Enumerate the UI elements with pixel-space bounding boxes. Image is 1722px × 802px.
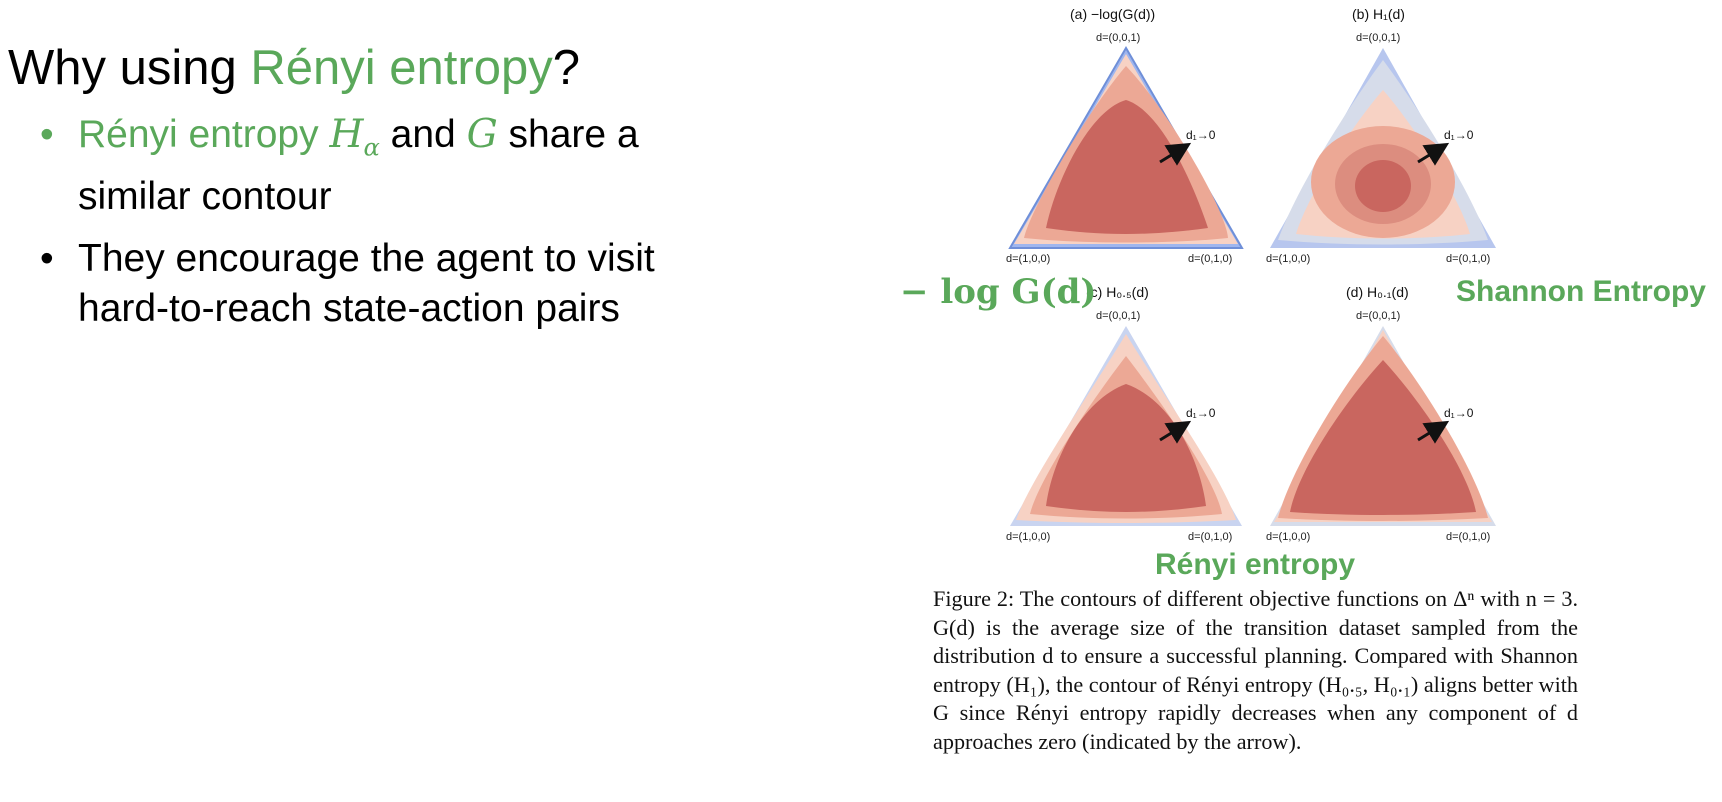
panel-c-contour: [1010, 326, 1242, 526]
panel-c-arrow: [1159, 420, 1192, 444]
bullet-list: • Rényi entropy Hα and G share a similar…: [40, 110, 655, 346]
bullet-line1: They encourage the agent to visit: [78, 237, 655, 281]
bullet-highlight: Rényi entropy: [78, 113, 330, 156]
shannon-entropy-label: Shannon Entropy: [1456, 275, 1706, 308]
panel-c-left-vertex: d=(1,0,0): [1006, 531, 1051, 543]
panel-b-left-vertex: d=(1,0,0): [1266, 253, 1311, 265]
panel-d-left-vertex: d=(1,0,0): [1266, 531, 1311, 543]
title-prefix: Why using: [8, 41, 251, 95]
panel-c-right-vertex: d=(0,1,0): [1188, 531, 1233, 543]
panel-c-arrow-label: d₁→0: [1186, 406, 1216, 420]
panel-d-top-vertex: d=(0,0,1): [1356, 310, 1401, 322]
slide-title: Why using Rényi entropy?: [8, 38, 580, 98]
panel-a-contour: [1008, 46, 1244, 249]
panel-a-left-vertex: d=(1,0,0): [1006, 253, 1051, 265]
panel-b-right-vertex: d=(0,1,0): [1446, 253, 1491, 265]
panel-b-arrow-label: d₁→0: [1444, 128, 1474, 142]
panel-b-contour: [1270, 48, 1496, 248]
neg-log-g-label: − log G(d): [900, 272, 1097, 312]
panel-c-title: (c) H₀.₅(d): [1086, 284, 1149, 300]
math-h-alpha: Hα: [329, 112, 379, 161]
bullet-item: • Rényi entropy Hα and G share a similar…: [40, 110, 655, 222]
bullet-line2: hard-to-reach state-action pairs: [78, 287, 620, 331]
bullet-mid-text: and: [379, 113, 467, 156]
bullet-marker: •: [40, 237, 54, 281]
panel-a-right-vertex: d=(0,1,0): [1188, 253, 1233, 265]
title-suffix: ?: [552, 41, 580, 95]
panel-d-right-vertex: d=(0,1,0): [1446, 531, 1491, 543]
panel-d-contour: [1270, 326, 1496, 526]
panel-c-top-vertex: d=(0,0,1): [1096, 310, 1141, 322]
panel-a-title: (a) −log(G(d)): [1070, 6, 1156, 22]
math-alpha: α: [363, 133, 380, 162]
panel-b-arrow: [1417, 142, 1450, 166]
panel-a-top-vertex: d=(0,0,1): [1096, 32, 1141, 44]
bullet-line2: similar contour: [78, 175, 332, 219]
panel-d-arrow-label: d₁→0: [1444, 406, 1474, 420]
title-highlight: Rényi entropy: [250, 41, 553, 95]
figure-caption: Figure 2: The contours of different obje…: [933, 586, 1578, 754]
panel-d-arrow: [1417, 420, 1450, 444]
math-g: G: [466, 112, 498, 157]
bullet-marker: •: [40, 113, 54, 156]
math-h: H: [329, 112, 364, 157]
panel-a-arrow: [1159, 142, 1192, 166]
panel-b-top-vertex: d=(0,0,1): [1356, 32, 1401, 44]
renyi-entropy-label: Rényi entropy: [1155, 548, 1356, 581]
panel-b-title: (b) H₁(d): [1352, 6, 1405, 22]
panel-a-arrow-label: d₁→0: [1186, 128, 1216, 142]
bullet-tail-text: share a: [497, 113, 639, 156]
bullet-item: • They encourage the agent to visit hard…: [40, 234, 655, 334]
panel-d-title: (d) H₀.₁(d): [1346, 284, 1409, 300]
